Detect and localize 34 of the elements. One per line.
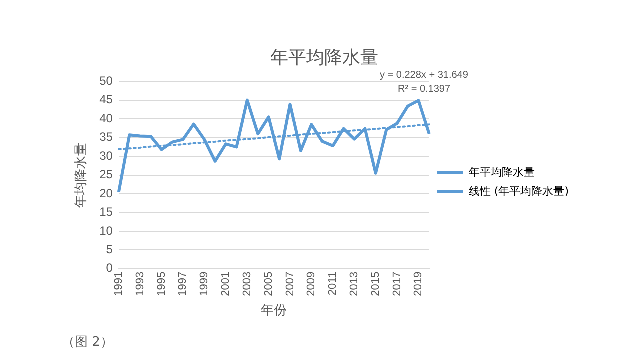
y-tick-label: 40 [100,111,114,126]
x-tick-label: 2001 [220,272,232,296]
y-tick-label: 25 [100,168,114,182]
y-axis-title: 年均降水量 [74,142,90,208]
x-tick-label: 1991 [112,272,125,296]
x-tick-label: 1999 [198,272,211,296]
text: y = 0.228x + 31.649 [380,70,469,81]
y-tick-label: 5 [106,242,114,257]
x-tick-label: 1993 [134,272,146,296]
x-tick-label: 2019 [412,272,425,296]
annotation: R² = 0.1397 [398,84,451,95]
text: （图 2） [62,334,114,350]
x-tick-label: 2015 [370,272,382,296]
x-tick-label: 2005 [262,272,275,296]
y-tick-label: 30 [100,148,114,163]
x-tick-label: 2013 [348,272,361,296]
x-tick-label: 1995 [156,272,168,296]
y-tick-label: 10 [100,224,114,238]
y-tick-label: 15 [100,205,114,220]
legend-label: 线性 (年平均降水量) [468,184,570,198]
x-tick-label: 1997 [177,272,190,296]
x-tick-label: 2009 [306,272,318,296]
chart-title: 年平均降水量 [270,47,378,68]
y-tick-label: 50 [100,74,114,88]
legend-label: 年平均降水量 [468,166,535,179]
x-tick-label: 2017 [391,272,404,296]
y-tick-label: 20 [100,186,114,200]
y-tick-label: 45 [100,92,114,107]
x-tick-label: 2003 [241,272,254,296]
x-tick-label: 2007 [284,272,296,296]
x-axis-title: 年份 [261,304,288,319]
y-tick-label: 0 [106,261,114,276]
y-tick-label: 35 [100,130,114,144]
x-tick-label: 2011 [327,272,340,296]
